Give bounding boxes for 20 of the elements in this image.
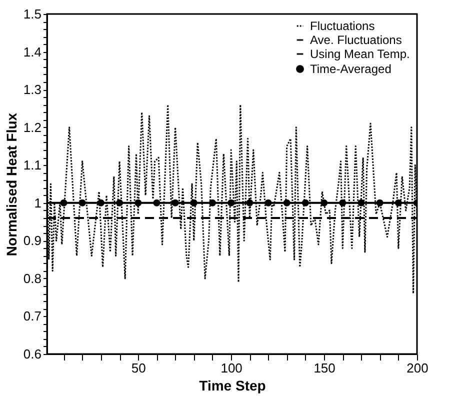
x-axis-title: Time Step <box>199 378 266 394</box>
y-tick-label: 1.2 <box>23 120 42 135</box>
legend-label: Fluctuations <box>310 19 375 33</box>
legend-label: Time-Averaged <box>310 62 392 76</box>
legend-label: Ave. Fluctuations <box>310 33 402 47</box>
legend-label: Using Mean Temp. <box>310 47 410 61</box>
y-axis-title: Normalised Heat Flux <box>3 112 20 256</box>
x-tick-label: 100 <box>220 360 242 376</box>
x-tick-label: 50 <box>131 360 146 376</box>
y-tick-label: 0.9 <box>23 233 42 248</box>
y-tick-label: 0.8 <box>23 270 42 286</box>
y-tick-label: 0.6 <box>23 346 42 362</box>
x-tick-label: 200 <box>406 360 428 376</box>
y-tick-label: 1.5 <box>23 6 42 22</box>
x-tick-label: 150 <box>314 360 336 376</box>
y-tick-label: 0.7 <box>23 308 42 324</box>
y-tick-label: 1.4 <box>23 44 42 60</box>
y-tick-label: 1.3 <box>23 82 42 98</box>
y-tick-label: 1 <box>34 195 42 210</box>
y-tick-label: 1.1 <box>23 158 42 173</box>
